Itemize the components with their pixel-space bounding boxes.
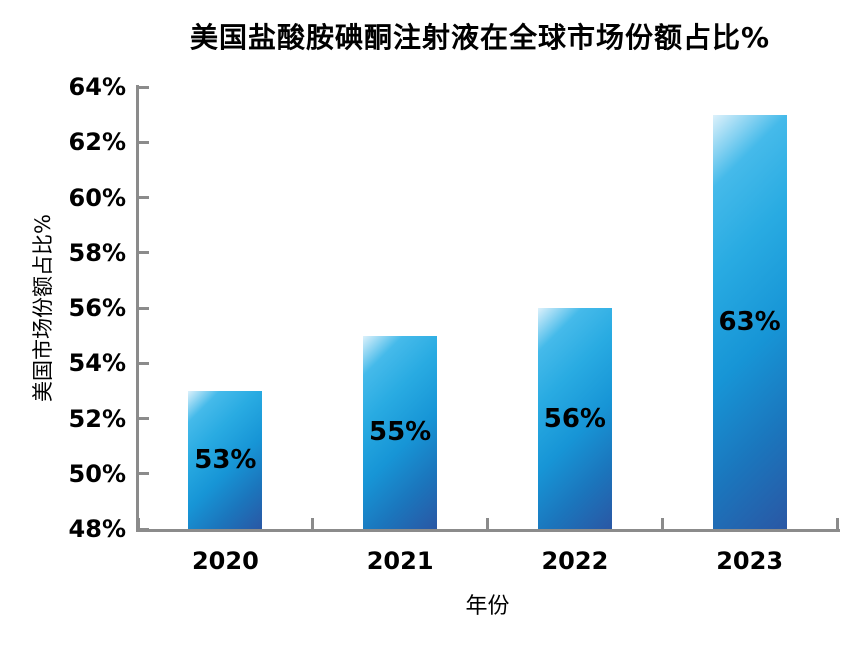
- x-axis-tick: [136, 518, 140, 529]
- y-axis-tick: [138, 472, 149, 476]
- y-axis-tick: [138, 140, 149, 144]
- x-axis-tick: [835, 518, 839, 529]
- y-tick-label: 52%: [68, 404, 126, 433]
- bar-value-label: 55%: [369, 417, 432, 448]
- x-axis-tick: [311, 518, 315, 529]
- bar-2021: 55%: [363, 335, 438, 529]
- x-axis-tick: [660, 518, 664, 529]
- bar-value-label: 63%: [718, 306, 781, 337]
- y-axis-line: [136, 85, 139, 532]
- y-tick-label: 60%: [68, 183, 126, 212]
- y-tick-label: 62%: [68, 128, 126, 157]
- y-tick-label: 48%: [68, 515, 126, 543]
- y-tick-label: 58%: [68, 238, 126, 267]
- x-tick-label: 2021: [366, 547, 434, 575]
- y-axis-tick: [138, 417, 149, 420]
- bar-2022: 56%: [537, 308, 612, 529]
- x-axis-title: 年份: [465, 594, 510, 619]
- x-axis-tick: [486, 518, 489, 529]
- y-axis-tick: [138, 251, 149, 255]
- y-axis-tick: [138, 85, 149, 89]
- y-tick-label: 50%: [68, 459, 126, 488]
- y-tick-label: 56%: [68, 294, 126, 322]
- bar-value-label: 56%: [543, 403, 606, 434]
- bar-2020: 53%: [188, 390, 263, 529]
- chart-title: 美国盐酸胺碘酮注射液在全球市场份额占比%: [189, 21, 771, 54]
- y-axis-tick: [138, 527, 149, 531]
- x-tick-label: 2022: [541, 547, 609, 575]
- y-axis-tick: [138, 196, 149, 199]
- x-tick-label: 2020: [191, 547, 259, 575]
- y-tick-label: 64%: [68, 73, 126, 101]
- bar-value-label: 53%: [194, 444, 257, 475]
- y-tick-label: 54%: [68, 349, 126, 378]
- y-axis-tick: [138, 306, 149, 310]
- x-axis-line: [136, 529, 840, 532]
- x-tick-label: 2023: [716, 547, 784, 575]
- y-axis-tick: [138, 361, 149, 365]
- bar-2023: 63%: [712, 114, 787, 529]
